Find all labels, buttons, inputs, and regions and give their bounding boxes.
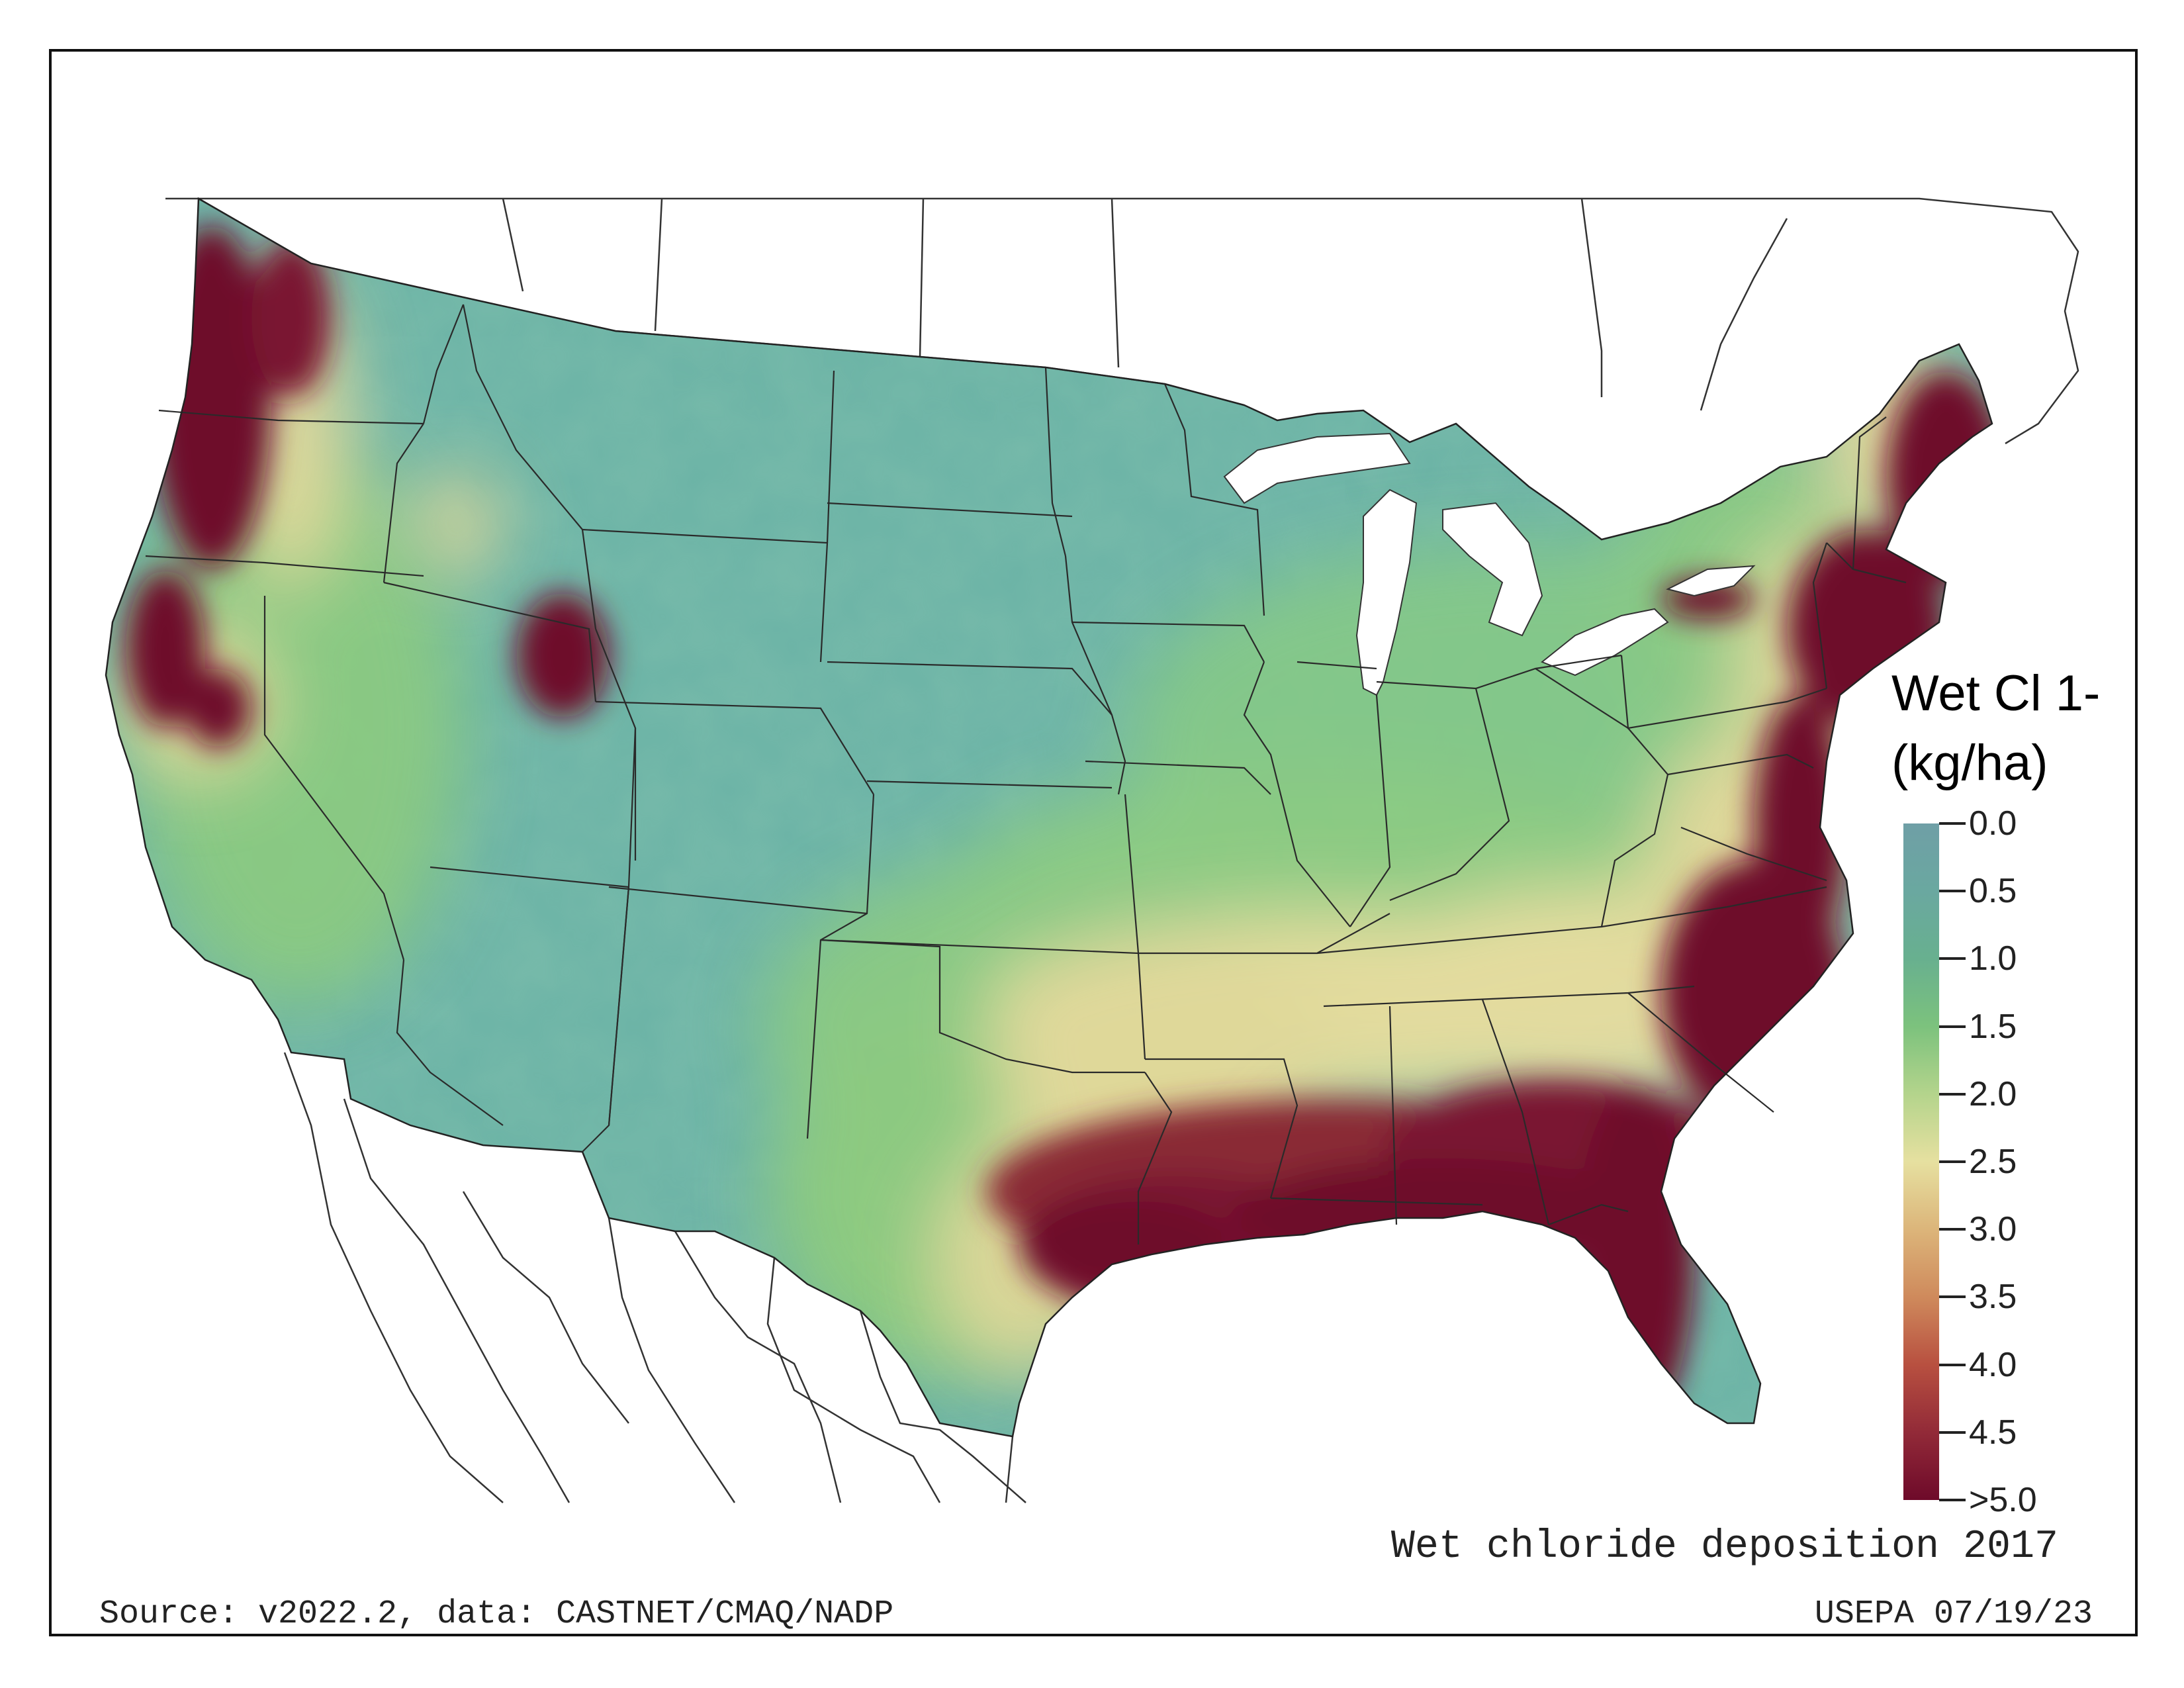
colorbar-tick-label: 4.5	[1969, 1413, 2017, 1452]
colorbar-tick-mark	[1939, 1160, 1966, 1163]
colorbar-tick-label: >5.0	[1969, 1481, 2037, 1519]
colorbar-tick-mark	[1939, 957, 1966, 961]
colorbar-tick-mark	[1939, 1228, 1966, 1231]
colorbar-tick-label: 1.5	[1969, 1007, 2017, 1046]
colorbar-tick-label: 3.0	[1969, 1210, 2017, 1249]
colorbar-tick-mark	[1939, 1363, 1966, 1366]
colorbar-tick-label: 1.0	[1969, 939, 2017, 978]
source-note: Source: v2022.2, data: CASTNET/CMAQ/NADP	[99, 1595, 894, 1633]
figure-frame	[49, 49, 2138, 1636]
colorbar-tick-label: 4.0	[1969, 1345, 2017, 1384]
colorbar-tick-mark	[1939, 1430, 1966, 1434]
colorbar-tick-mark	[1939, 822, 1966, 825]
credit-stamp: USEPA 07/19/23	[1814, 1595, 2093, 1633]
colorbar-tick-label: 2.5	[1969, 1143, 2017, 1181]
colorbar-tick-mark	[1939, 1295, 1966, 1299]
colorbar-tick-label: 0.5	[1969, 872, 2017, 911]
colorbar-tick-label: 2.0	[1969, 1074, 2017, 1113]
great-lakes	[1223, 432, 1756, 696]
colorbar-tick-mark	[1939, 1499, 1966, 1501]
colorbar-tick-mark	[1939, 1025, 1966, 1028]
colorbar-tick-mark	[1939, 1092, 1966, 1096]
colorbar-tick-label: 0.0	[1969, 804, 2017, 843]
map-title: Wet chloride deposition 2017	[1390, 1524, 2058, 1570]
legend-title-line2: (kg/ha)	[1891, 735, 2048, 791]
state-boundaries	[145, 198, 1907, 1244]
colorbar	[1903, 823, 1939, 1500]
colorbar-tick-label: 3.5	[1969, 1278, 2017, 1317]
legend-title-line1: Wet Cl 1-	[1891, 665, 2101, 722]
colorbar-tick-mark	[1939, 890, 1966, 893]
